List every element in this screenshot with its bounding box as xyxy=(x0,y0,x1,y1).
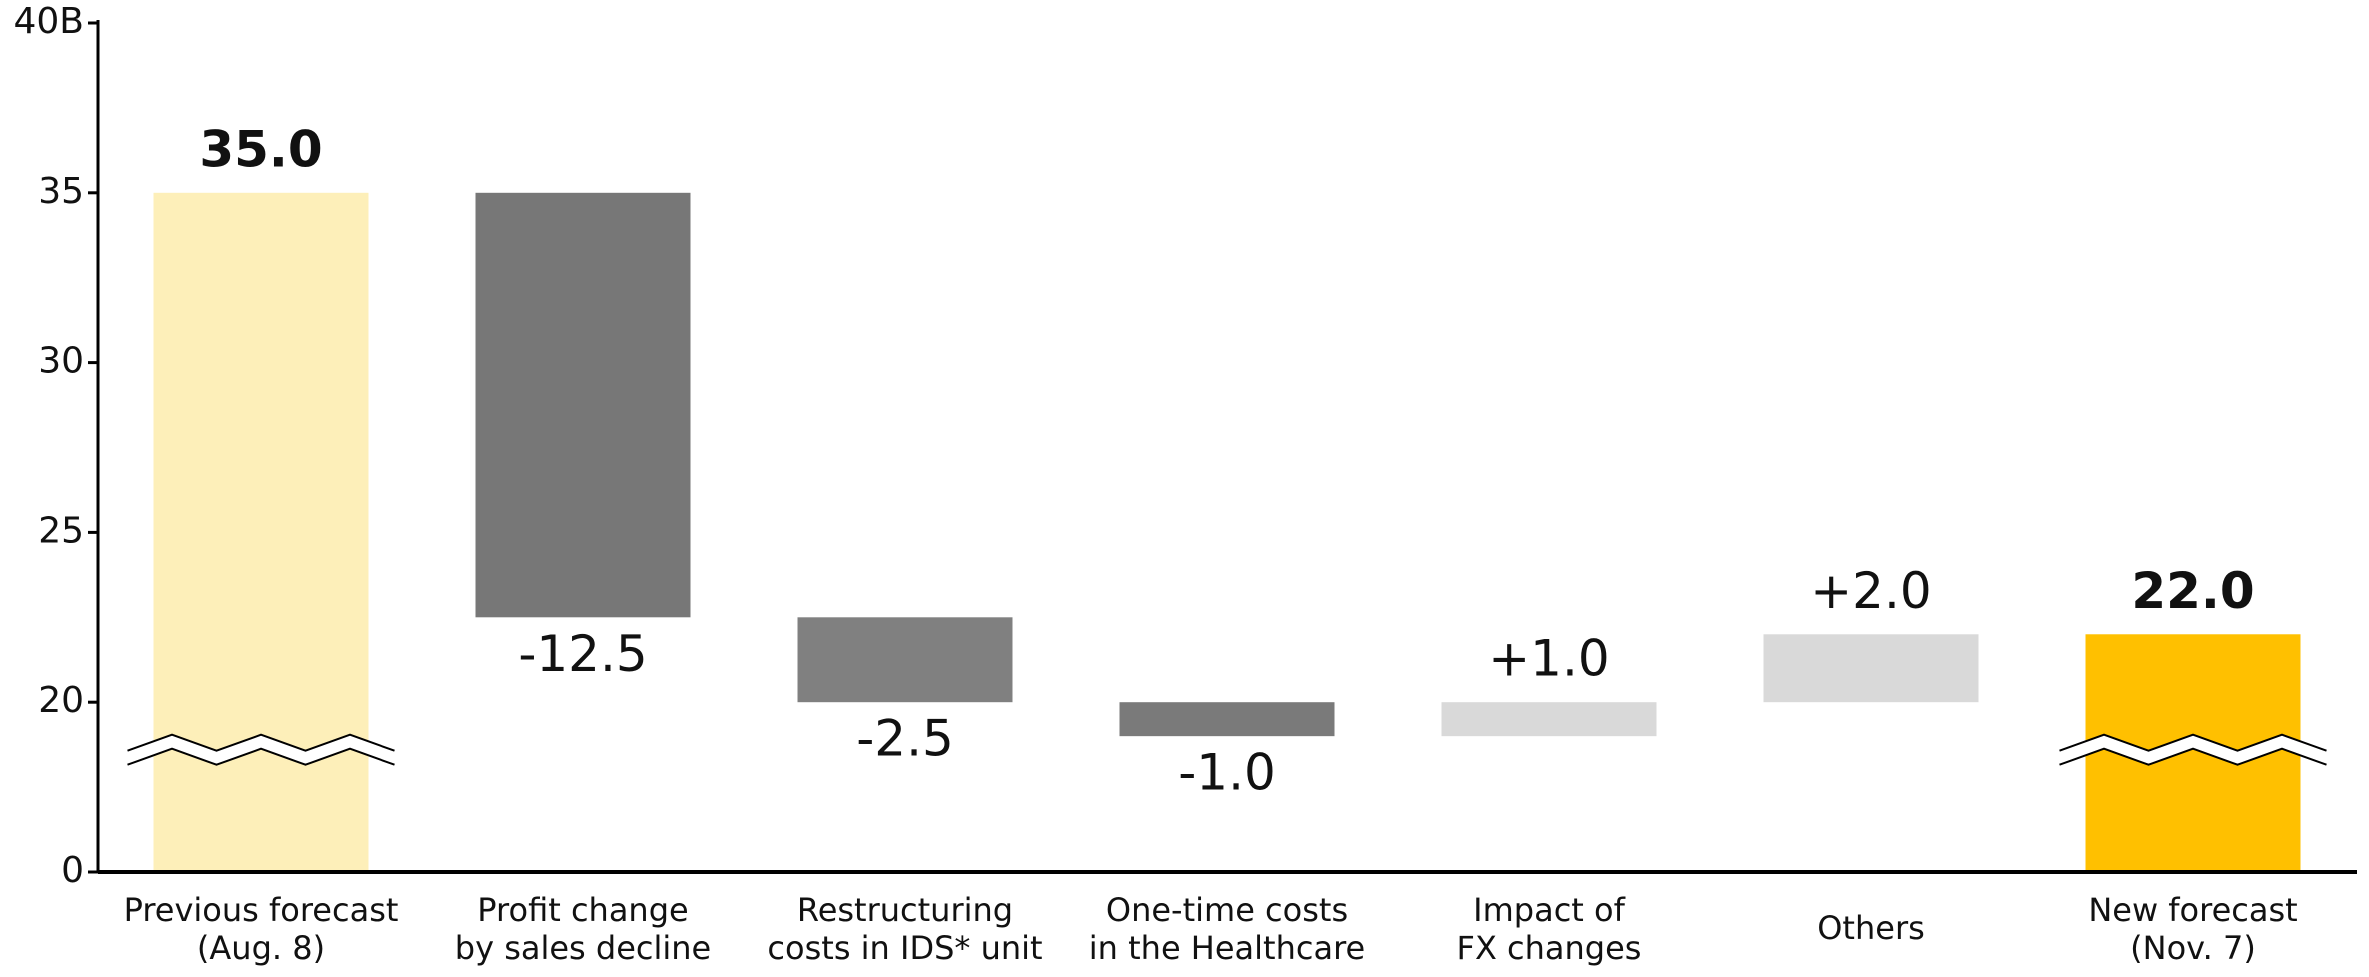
bar xyxy=(1763,634,1979,703)
x-tick-label-line: in the Healthcare xyxy=(1089,929,1365,967)
value-label: -1.0 xyxy=(1178,744,1276,802)
x-tick-label-line: Impact of xyxy=(1473,891,1625,929)
y-tick-label: 20 xyxy=(38,680,84,721)
value-label: +2.0 xyxy=(1810,562,1931,620)
value-label: 22.0 xyxy=(2131,562,2254,620)
axis-break xyxy=(127,734,395,765)
y-tick-label: 0 xyxy=(61,850,84,891)
bar xyxy=(153,192,369,873)
x-tick-label-line: costs in IDS* unit xyxy=(767,929,1042,967)
y-tick-label: 40B xyxy=(13,1,84,42)
bar xyxy=(797,617,1013,703)
x-tick-label-line: Profit change xyxy=(477,891,688,929)
x-tick-label-line: (Aug. 8) xyxy=(197,929,325,967)
x-tick-label-line: Others xyxy=(1817,909,1925,947)
bar xyxy=(1441,702,1657,737)
axis-break-line xyxy=(127,747,395,766)
y-tick-label: 35 xyxy=(38,171,84,212)
value-label: -12.5 xyxy=(518,625,647,683)
x-tick-label-line: Previous forecast xyxy=(124,891,399,929)
axis-break xyxy=(2059,734,2327,765)
x-tick-label-line: by sales decline xyxy=(455,929,711,967)
x-tick-label: Profit change by sales decline xyxy=(455,891,711,967)
axis-break-line xyxy=(127,733,395,752)
value-label: -2.5 xyxy=(856,710,954,768)
y-tick-label: 30 xyxy=(38,341,84,382)
y-tick-label: 25 xyxy=(38,510,84,551)
value-label: 35.0 xyxy=(199,120,322,178)
bar xyxy=(475,192,691,618)
value-label: +1.0 xyxy=(1488,630,1609,688)
axis-break-line xyxy=(2059,733,2327,752)
x-tick-label: Previous forecast (Aug. 8) xyxy=(124,891,399,967)
x-tick-label-line: New forecast xyxy=(2088,891,2297,929)
x-tick-label: New forecast (Nov. 7) xyxy=(2088,891,2297,967)
x-tick-label: One-time costs in the Healthcare xyxy=(1089,891,1365,967)
x-tick-label-line: One-time costs xyxy=(1106,891,1348,929)
x-tick-label-line: Restructuring xyxy=(797,891,1013,929)
bar xyxy=(1119,702,1335,737)
x-tick-label: Restructuring costs in IDS* unit xyxy=(767,891,1042,967)
x-tick-label: Others xyxy=(1817,909,1925,947)
x-tick-label: Impact of FX changes xyxy=(1457,891,1642,967)
x-tick-label-line: FX changes xyxy=(1457,929,1642,967)
axis-break-line xyxy=(2059,747,2327,766)
x-tick-label-line: (Nov. 7) xyxy=(2130,929,2256,967)
